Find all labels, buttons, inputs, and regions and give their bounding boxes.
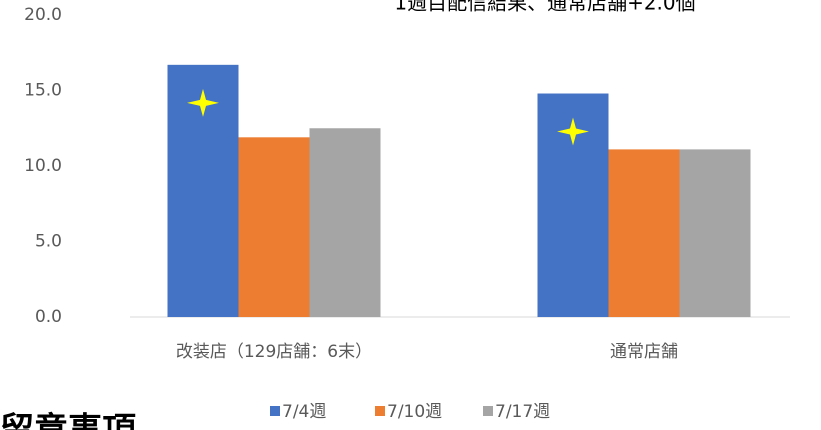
y-tick-label: 0.0 bbox=[35, 307, 62, 327]
chart-title: 1週目配信結果、通常店舗+2.0個 bbox=[394, 0, 695, 15]
sparkle-icon bbox=[557, 117, 589, 146]
legend-label: 7/10週 bbox=[387, 402, 442, 422]
x-tick-label: 改装店（129店舗：6末） bbox=[176, 342, 372, 362]
legend-label: 7/17週 bbox=[495, 402, 550, 422]
footer-heading: 留意事項 bbox=[0, 411, 137, 430]
legend-swatch bbox=[483, 406, 493, 416]
bar bbox=[238, 137, 310, 317]
sparkle-icon bbox=[187, 88, 219, 117]
legend-swatch bbox=[270, 406, 280, 416]
y-tick-label: 20.0 bbox=[24, 5, 62, 25]
legend-swatch bbox=[375, 406, 385, 416]
bar bbox=[679, 149, 751, 317]
y-tick-label: 15.0 bbox=[24, 81, 62, 101]
x-tick-label: 通常店舗 bbox=[610, 342, 678, 362]
y-tick-label: 5.0 bbox=[35, 232, 62, 252]
bar bbox=[608, 149, 680, 317]
y-tick-label: 10.0 bbox=[24, 156, 62, 176]
legend-label: 7/4週 bbox=[282, 402, 326, 422]
bar bbox=[309, 128, 381, 317]
